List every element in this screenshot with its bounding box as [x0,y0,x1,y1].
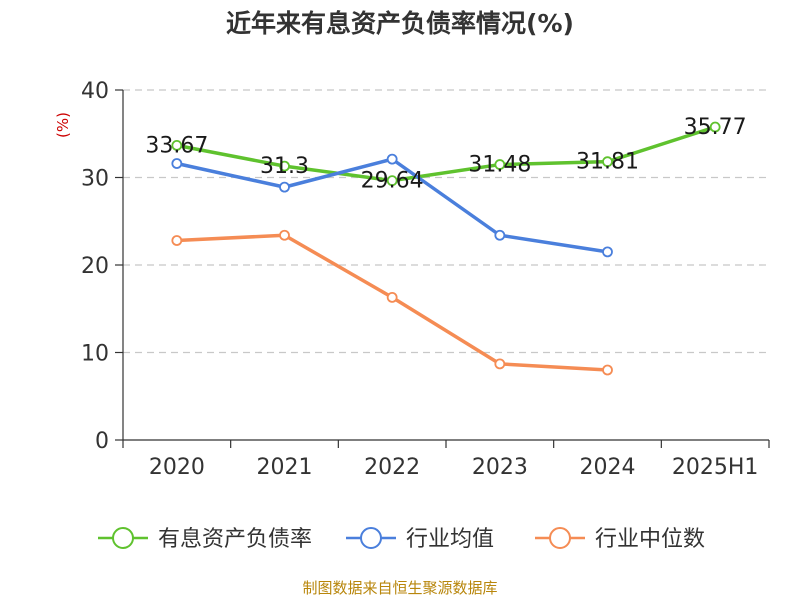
data-point [602,364,613,376]
legend-label: 行业均值 [406,527,494,552]
data-point [709,121,721,133]
data-point [279,229,290,241]
data-label: 31.3 [260,154,309,179]
data-label: 31.48 [468,153,531,178]
data-point [494,229,506,241]
x-tick-label: 2024 [580,455,636,480]
x-tick-label: 2021 [257,455,313,480]
data-point [494,358,506,370]
x-tick-label: 2020 [149,455,205,480]
data-label: 29.64 [361,169,424,194]
data-label: 35.77 [684,115,747,140]
data-point [494,159,506,170]
data-point [279,181,290,193]
chart-title: 近年来有息资产负债率情况(%) [226,9,574,38]
source-note: 制图数据来自恒生聚源数据库 [302,579,498,597]
data-point [171,235,183,246]
legend-marker [360,527,382,549]
y-tick-label: 0 [95,429,109,454]
data-point [602,246,613,258]
legend-marker [112,527,134,549]
data-point [171,139,183,151]
legend-marker [549,527,571,549]
y-tick-label: 10 [81,342,109,367]
data-point [386,291,398,303]
x-tick-label: 2022 [364,455,420,480]
y-tick-label: 40 [81,79,109,104]
data-label: 31.81 [576,150,639,175]
y-tick-label: 20 [81,254,109,279]
y-tick-label: 30 [81,167,109,192]
x-tick-label: 2023 [472,455,528,480]
y-axis-label: (%) [54,112,72,138]
data-point [386,153,398,165]
series-line-1 [176,125,716,183]
data-point [386,175,398,187]
x-tick-label: 2025H1 [672,455,759,480]
data-point [171,158,183,169]
data-label: 33.67 [145,133,208,158]
legend-label: 有息资产负债率 [158,527,312,552]
legend-label: 行业中位数 [595,527,705,552]
data-point [279,160,290,172]
data-point [602,156,613,168]
